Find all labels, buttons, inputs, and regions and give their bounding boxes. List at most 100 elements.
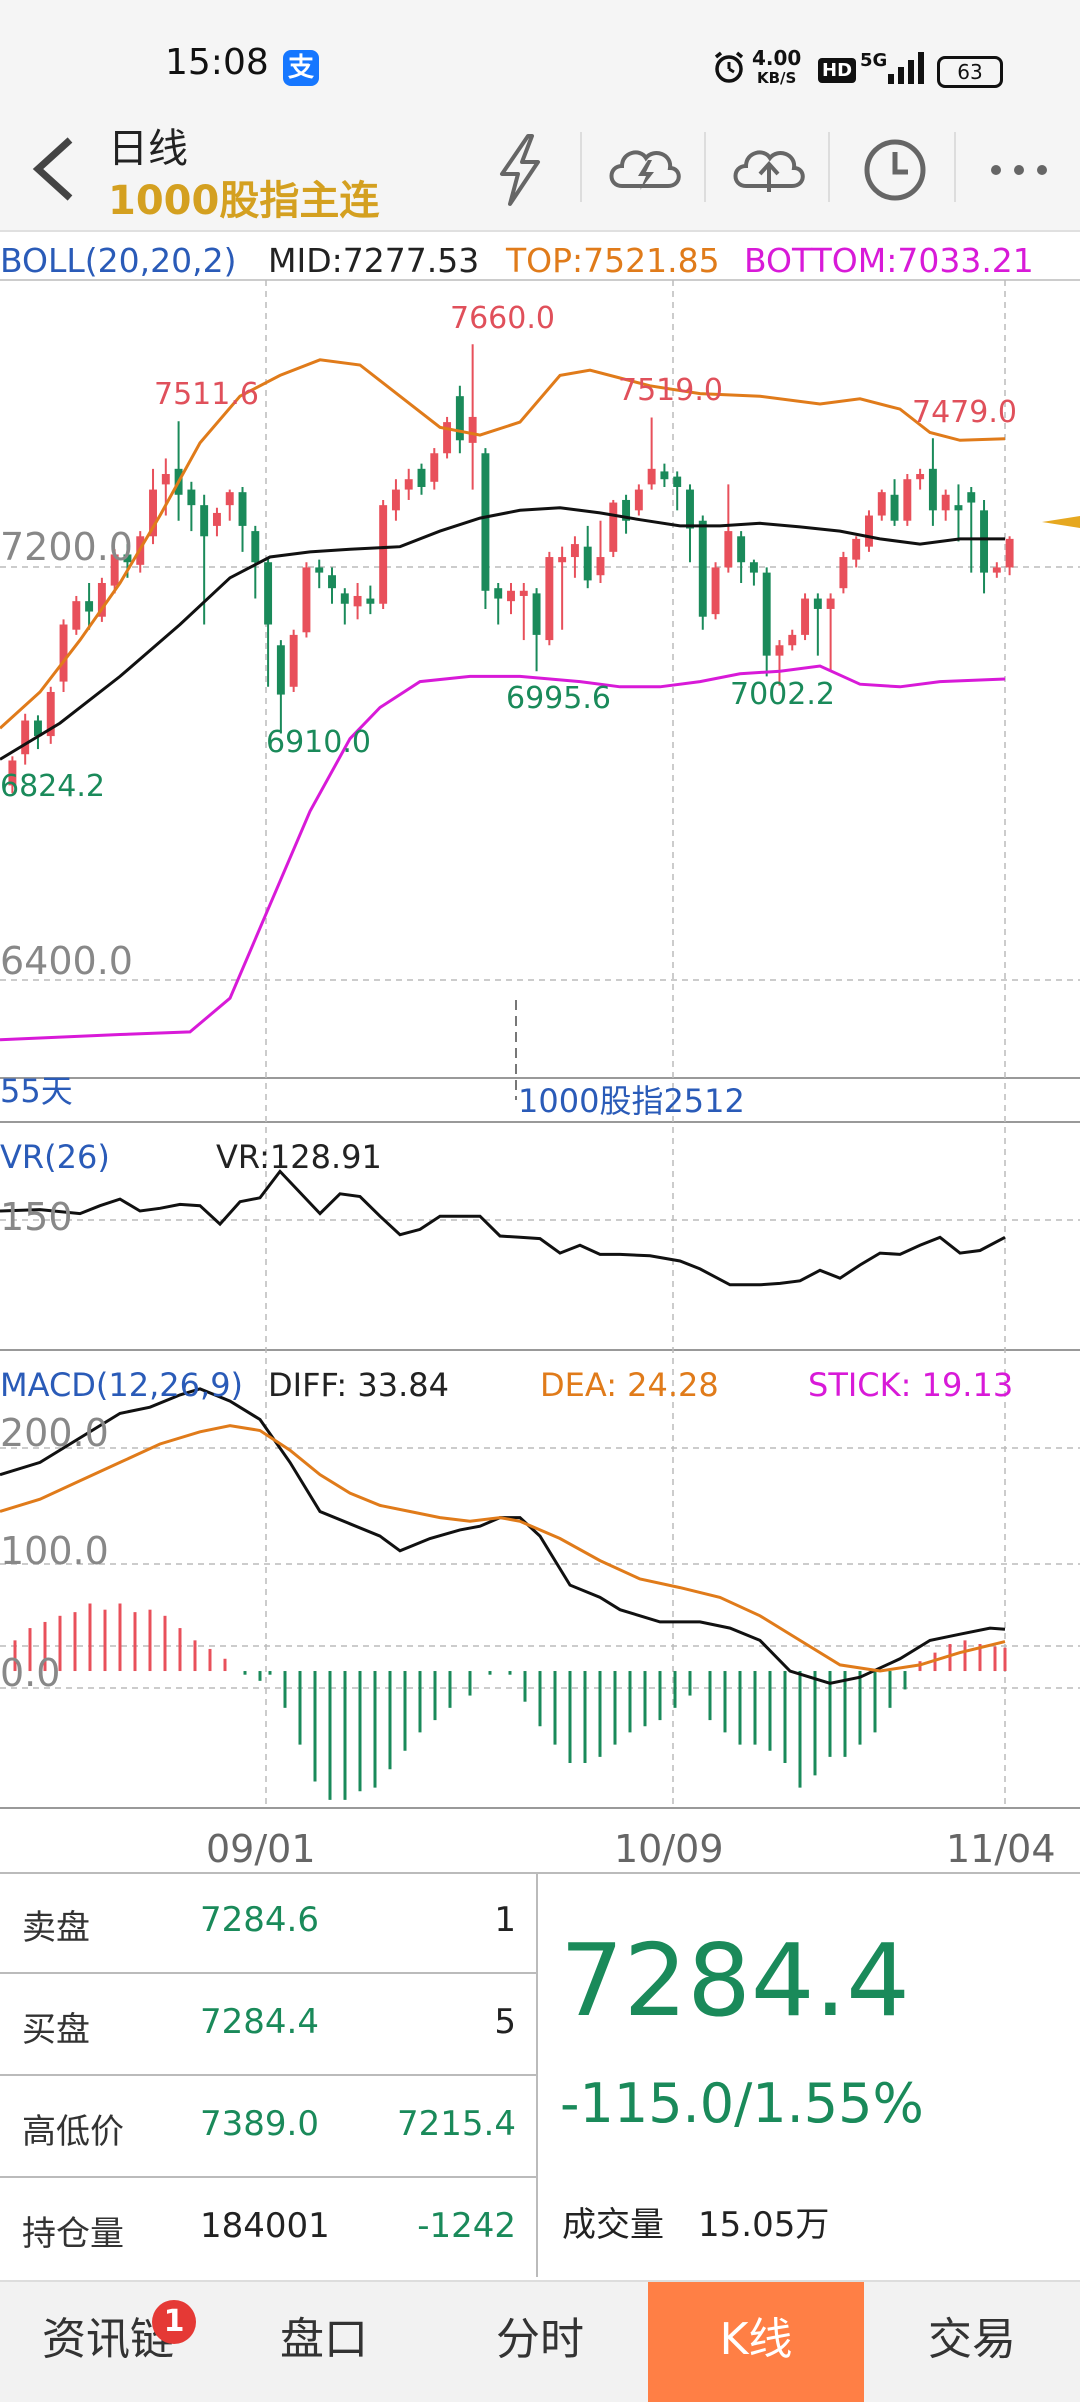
last-price: 7284.4 — [560, 1922, 910, 2039]
candle-body — [890, 494, 899, 521]
candle-body — [110, 554, 119, 586]
clock-icon[interactable] — [850, 130, 940, 210]
candle-body — [967, 492, 976, 503]
candle-body — [519, 590, 528, 596]
net-speed: 4.00 KB/S — [752, 48, 801, 88]
candle-body — [749, 562, 758, 573]
candle-body — [634, 489, 643, 511]
cloud-lightning-icon[interactable] — [600, 130, 690, 210]
candle-body — [941, 494, 950, 511]
candle-body — [149, 489, 157, 537]
current-price-marker — [1042, 516, 1080, 528]
hd-badge: HD — [818, 58, 857, 83]
tab-intraday[interactable]: 分时 — [496, 2314, 584, 2365]
macd-axis-label: 100.0 — [0, 1529, 109, 1573]
candle-body — [877, 492, 886, 516]
low-label: 6824.2 — [0, 769, 105, 804]
lightning-icon[interactable] — [476, 130, 566, 210]
vr-value: VR:128.91 — [216, 1138, 382, 1176]
low-label: 6910.0 — [266, 725, 371, 760]
candle-body — [992, 567, 1001, 573]
vr-axis-label: 150 — [0, 1195, 73, 1239]
candle-body — [379, 505, 388, 604]
macd-diff-value: DIFF: 33.84 — [268, 1366, 449, 1404]
candle-body — [225, 492, 234, 506]
sell-row: 卖盘 7284.6 1 — [0, 1872, 536, 1974]
candle-body — [698, 520, 707, 617]
more-icon[interactable] — [974, 130, 1064, 210]
battery-icon: 63 — [937, 56, 1003, 88]
days-label: 55天 — [0, 1072, 73, 1110]
candle-body — [417, 468, 426, 487]
network-type: 5G — [860, 50, 888, 71]
candle-body — [737, 536, 746, 563]
boll-mid-value: MID:7277.53 — [268, 241, 479, 280]
period-label[interactable]: 日线 — [108, 126, 188, 172]
low-label: 6995.6 — [506, 681, 611, 716]
candle-body — [724, 531, 733, 568]
candle-body — [430, 453, 439, 482]
alarm-icon — [714, 51, 744, 83]
macd-label[interactable]: MACD(12,26,9) — [0, 1366, 243, 1404]
signal-icon — [888, 52, 924, 84]
candle-body — [33, 720, 42, 737]
high-label: 7519.0 — [618, 373, 723, 408]
candle-body — [251, 531, 260, 563]
back-arrow-icon[interactable] — [26, 134, 86, 215]
header-separator — [828, 132, 830, 202]
candle-body — [609, 502, 618, 552]
candle-body — [980, 510, 989, 573]
candle-body — [622, 499, 631, 521]
high-label: 7479.0 — [912, 395, 1017, 430]
open-interest-row: 持仓量 184001 -1242 — [0, 2178, 536, 2278]
bottom-nav: 资讯链 盘口 分时 K线 交易 1 — [0, 2280, 1080, 2402]
header-separator — [580, 132, 582, 202]
date-tick: 11/04 — [946, 1827, 1056, 1871]
macd-dea-value: DEA: 24.28 — [540, 1366, 719, 1404]
high-label: 7660.0 — [450, 301, 555, 336]
boll-bottom-value: BOTTOM:7033.21 — [744, 241, 1034, 280]
candle-body — [455, 396, 464, 441]
candle-body — [813, 598, 822, 609]
high-low-label: 高低价 — [22, 2112, 124, 2152]
high-low-row: 高低价 7389.0 7215.4 — [0, 2076, 536, 2178]
header-separator — [954, 132, 956, 202]
macd-stick-value: STICK: 19.13 — [808, 1366, 1013, 1404]
candle-body — [865, 515, 873, 547]
candle-body — [8, 760, 17, 786]
date-tick: 09/01 — [206, 1827, 316, 1871]
candle-body — [545, 557, 554, 641]
candle-body — [97, 582, 106, 617]
candle-body — [468, 416, 477, 443]
candle-body — [21, 720, 30, 755]
tab-trade[interactable]: 交易 — [928, 2314, 1016, 2365]
candle-body — [647, 468, 656, 485]
kline-chart[interactable]: BOLL(20,20,2) MID:7277.53 TOP:7521.85 BO… — [0, 232, 1080, 1872]
boll-bottom-line — [0, 664, 1006, 1042]
candlestick-series — [8, 344, 1014, 794]
sell-label: 卖盘 — [22, 1908, 90, 1948]
buy-label: 买盘 — [22, 2010, 90, 2050]
price-change: -115.0/1.55% — [560, 2072, 924, 2135]
vr-label[interactable]: VR(26) — [0, 1138, 110, 1176]
candle-body — [238, 492, 247, 526]
candle-body — [826, 598, 835, 609]
tab-orderbook[interactable]: 盘口 — [280, 2314, 368, 2365]
header-separator — [704, 132, 706, 202]
contract-name[interactable]: 1000股指主连 — [108, 178, 380, 224]
notification-badge: 1 — [152, 2300, 196, 2344]
macd-axis-label: 0.0 — [0, 1651, 60, 1695]
open-interest-label: 持仓量 — [22, 2214, 124, 2254]
tab-news[interactable]: 资讯链 — [42, 2314, 174, 2365]
candle-body — [264, 562, 273, 625]
boll-label[interactable]: BOLL(20,20,2) — [0, 241, 237, 280]
macd-dea-line — [0, 1424, 1006, 1673]
candle-body — [353, 595, 362, 607]
sell-qty: 1 — [494, 1900, 516, 1940]
candle-body — [276, 645, 285, 695]
candle-body — [59, 624, 68, 682]
cloud-upload-icon[interactable] — [724, 130, 814, 210]
tab-kline[interactable]: K线 — [648, 2282, 864, 2402]
candle-body — [596, 557, 605, 576]
candle-body — [673, 476, 682, 487]
